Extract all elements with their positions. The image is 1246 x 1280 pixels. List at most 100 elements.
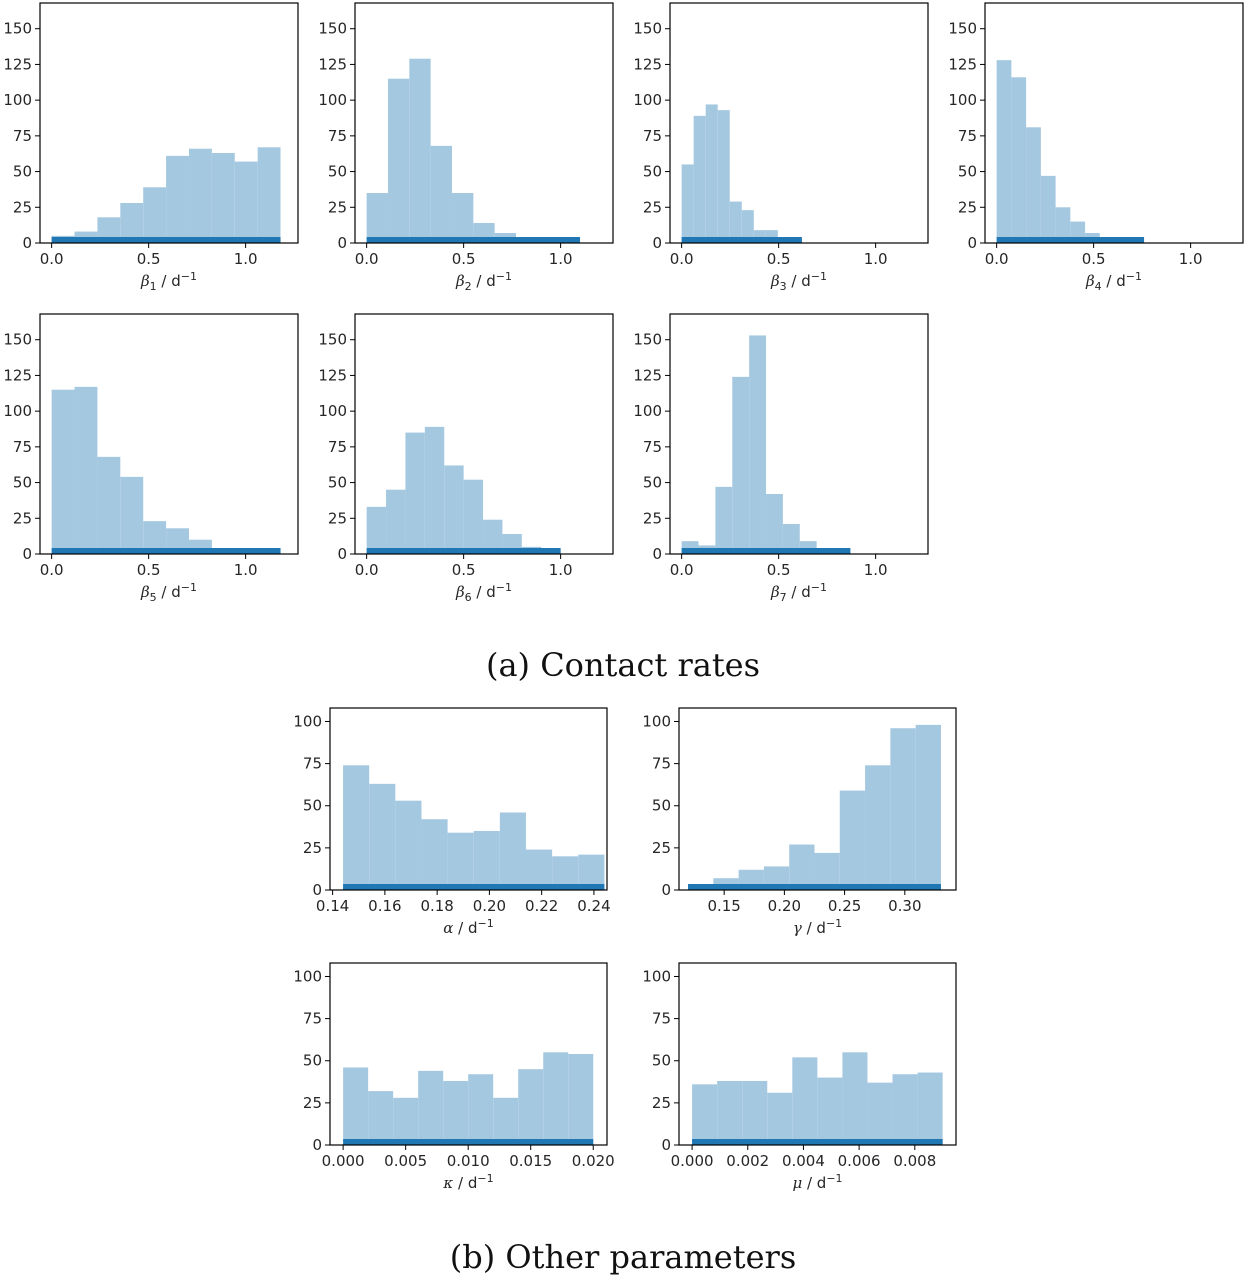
histogram-bar	[1040, 175, 1056, 243]
y-tick-label: 100	[948, 91, 977, 109]
histogram-bar	[343, 765, 370, 890]
histogram-bar	[915, 724, 941, 890]
histogram-bar	[543, 1052, 569, 1145]
x-tick-label: 0.30	[888, 897, 921, 915]
x-axis-label: β4 / d−1	[1085, 270, 1142, 293]
caption-contact-rates: (a) Contact rates	[486, 646, 760, 684]
y-tick-label: 0	[652, 234, 662, 252]
y-tick-label: 75	[328, 438, 347, 456]
y-tick-label: 25	[13, 509, 32, 527]
histogram-bar	[767, 1092, 793, 1145]
histogram-bar	[892, 1074, 918, 1145]
x-axis-label: β6 / d−1	[455, 581, 512, 604]
y-tick-label: 125	[948, 55, 977, 73]
histogram-bar	[444, 465, 464, 554]
axes-frame	[354, 2, 614, 244]
x-tick-label: 0.15	[707, 897, 740, 915]
y-tick-label: 125	[3, 366, 32, 384]
histogram-panels: 0.0 0.5 1.0 0 25 50 75 100 125 150 β1 / d−1 0.0 0.5 1…	[3, 2, 1244, 1192]
x-tick-label: 0.16	[368, 897, 401, 915]
histogram-bar	[499, 812, 526, 890]
y-tick-label: 50	[328, 474, 347, 492]
x-tick-label: 0.0	[40, 561, 64, 579]
histogram-bar	[890, 728, 916, 890]
histogram-bar	[715, 486, 733, 554]
x-tick-label: 0.008	[893, 1152, 936, 1170]
histogram-bar	[568, 1054, 594, 1145]
histogram-bar	[443, 1080, 469, 1145]
y-tick-label: 150	[318, 331, 347, 349]
histogram-bar	[143, 521, 167, 554]
y-tick-label: 75	[328, 127, 347, 145]
histogram-bar	[366, 506, 387, 554]
x-axis-label: β3 / d−1	[770, 270, 827, 293]
x-tick-label: 0.24	[577, 897, 610, 915]
x-tick-label: 0.005	[384, 1152, 427, 1170]
histogram-bar	[166, 155, 189, 243]
y-tick-label: 50	[303, 797, 322, 815]
x-tick-label: 0.5	[137, 250, 161, 268]
histogram-bar	[257, 147, 281, 243]
histogram-bar	[996, 60, 1012, 244]
x-tick-label: 1.0	[234, 561, 258, 579]
x-tick-label: 0.0	[40, 250, 64, 268]
x-tick-label: 0.22	[525, 897, 558, 915]
y-tick-label: 125	[633, 55, 662, 73]
y-tick-label: 150	[633, 20, 662, 38]
y-tick-label: 0	[22, 234, 32, 252]
histogram-bar	[120, 203, 144, 243]
histogram-bar	[1011, 77, 1027, 244]
x-tick-label: 1.0	[549, 561, 573, 579]
histogram-bar	[705, 104, 718, 243]
histogram-bar	[166, 528, 189, 554]
y-tick-label: 75	[643, 438, 662, 456]
y-tick-label: 75	[958, 127, 977, 145]
histogram-bar	[368, 1091, 394, 1145]
histogram-panel: 0.0 0.5 1.0 0 25 50 75 100 125 150 β7 / d−1	[633, 313, 929, 604]
y-tick-label: 25	[303, 839, 322, 857]
histogram-bar	[188, 148, 212, 243]
y-tick-label: 50	[643, 474, 662, 492]
y-tick-label: 100	[633, 402, 662, 420]
y-tick-label: 75	[303, 755, 322, 773]
histogram-bar	[742, 1080, 768, 1145]
histogram-bar	[692, 1084, 718, 1145]
x-tick-label: 0.5	[452, 250, 476, 268]
x-tick-label: 0.0	[670, 561, 694, 579]
histogram-bar	[917, 1072, 943, 1145]
histogram-bar	[343, 1067, 369, 1145]
histogram-panel: 0.0 0.5 1.0 0 25 50 75 100 125 150 β1 / d−1	[3, 2, 299, 293]
y-tick-label: 50	[328, 163, 347, 181]
x-tick-label: 0.0	[355, 561, 379, 579]
histogram-panel: 0.000 0.005 0.010 0.015 0.020 0 25 50 75 100 κ / d…	[293, 962, 615, 1192]
rug-plot	[692, 1139, 943, 1145]
rug-plot	[681, 237, 802, 243]
y-tick-label: 0	[22, 545, 32, 563]
x-tick-label: 1.0	[234, 250, 258, 268]
histogram-bar	[732, 376, 750, 554]
rug-plot	[366, 548, 561, 554]
histogram-bar	[782, 524, 800, 554]
y-tick-label: 50	[652, 797, 671, 815]
histogram-bar	[681, 164, 694, 243]
rug-plot	[343, 884, 605, 890]
histogram-bar	[717, 1080, 743, 1145]
axes-frame	[984, 2, 1244, 244]
x-tick-label: 0.18	[420, 897, 453, 915]
y-tick-label: 125	[633, 366, 662, 384]
x-axis-label: β5 / d−1	[140, 581, 197, 604]
histogram-bar	[395, 800, 422, 890]
x-tick-label: 0.5	[767, 250, 791, 268]
y-tick-label: 100	[3, 91, 32, 109]
x-tick-label: 0.004	[782, 1152, 825, 1170]
rug-plot	[343, 1139, 594, 1145]
y-tick-label: 75	[652, 1010, 671, 1028]
histogram-panel: 0.000 0.002 0.004 0.006 0.008 0 25 50 75 100 μ / d…	[642, 962, 957, 1192]
axes-frame	[354, 313, 614, 555]
y-tick-label: 125	[318, 55, 347, 73]
axes-frame	[669, 313, 929, 555]
histogram-bar	[447, 832, 474, 890]
y-tick-label: 150	[948, 20, 977, 38]
histogram-panel: 0.0 0.5 1.0 0 25 50 75 100 125 150 β2 / d−1	[318, 2, 614, 293]
histogram-bar	[234, 161, 258, 243]
